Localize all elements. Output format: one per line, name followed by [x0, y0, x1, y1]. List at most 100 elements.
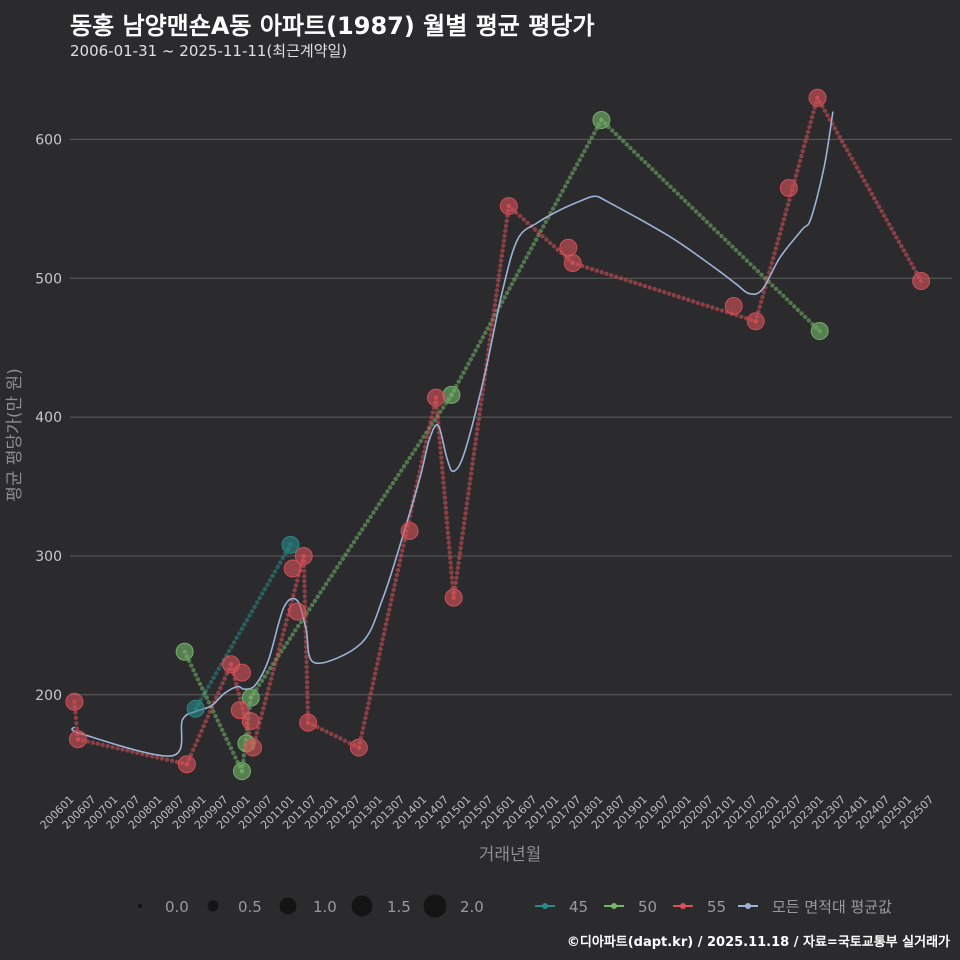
connection-dot-55 — [159, 756, 165, 761]
connection-dot-50 — [321, 586, 326, 591]
connection-dot-50 — [376, 502, 382, 507]
footer-credit: ©디아파트(dapt.kr) / 2025.11.18 / 자료=국토교통부 실… — [566, 935, 950, 950]
average-line — [71, 111, 834, 757]
connection-dot-55 — [90, 740, 95, 745]
connection-dot-50 — [792, 304, 797, 309]
connection-dot-50 — [514, 272, 519, 278]
connection-dot-55 — [428, 420, 433, 425]
point-55 — [746, 312, 765, 331]
connection-dot-50 — [668, 184, 673, 190]
connection-dot-45 — [213, 671, 219, 676]
connection-dot-55 — [466, 486, 472, 491]
connection-dot-55 — [395, 567, 401, 573]
point-55 — [724, 297, 743, 316]
connection-dot-55 — [832, 126, 837, 131]
connection-dot-50 — [562, 184, 568, 189]
chart-subtitle: 2006-01-31 ~ 2025-11-11(최근계약일) — [70, 42, 348, 60]
connection-dot-50 — [404, 459, 410, 465]
size-legend-key — [207, 900, 219, 912]
point-55 — [299, 713, 318, 732]
connection-dot-55 — [207, 709, 213, 715]
connection-dot-55 — [464, 506, 469, 511]
connection-dot-50 — [440, 405, 446, 410]
connection-dot-55 — [899, 243, 904, 249]
connection-dot-55 — [254, 730, 260, 736]
connection-dot-50 — [326, 577, 332, 583]
connection-dot-55 — [589, 266, 595, 272]
connection-dot-55 — [502, 233, 507, 239]
connection-dot-50 — [293, 628, 298, 633]
connection-dot-50 — [653, 170, 659, 175]
connection-dot-50 — [642, 159, 648, 165]
connection-dot-50 — [773, 286, 779, 292]
connection-dot-55 — [489, 322, 495, 328]
connection-dot-55 — [305, 705, 310, 710]
connection-dot-50 — [509, 281, 515, 287]
connection-dot-55 — [425, 434, 430, 440]
connection-dot-55 — [686, 297, 691, 303]
series-legend-label: 50 — [638, 898, 657, 916]
connection-dot-55 — [258, 715, 264, 721]
connection-dot-50 — [475, 343, 481, 349]
series-legend-label: 모든 면적대 평균값 — [772, 898, 892, 916]
connection-dot-50 — [458, 374, 464, 380]
connection-dot-55 — [521, 217, 527, 222]
point-55 — [230, 701, 249, 720]
connection-dot-55 — [381, 632, 387, 637]
connection-dot-50 — [191, 667, 196, 673]
connection-dot-50 — [628, 145, 633, 151]
connection-dot-55 — [383, 622, 389, 627]
connection-dot-55 — [797, 158, 803, 164]
connection-dot-50 — [733, 247, 739, 253]
connection-dot-55 — [894, 235, 899, 240]
legend: 0.0 0.5 1.0 1.5 2.0 45 50 55 모든 면적대 평균값 — [138, 894, 892, 918]
connection-dot-50 — [268, 665, 273, 671]
connection-dot-55 — [396, 563, 402, 568]
x-axis-label: 거래년월 — [479, 845, 542, 865]
connection-dot-55 — [304, 659, 309, 665]
size-legend-label: 1.0 — [313, 898, 337, 916]
gridlines — [70, 138, 952, 696]
connection-dot-55 — [835, 130, 840, 135]
point-55 — [65, 692, 84, 711]
connection-dot-45 — [206, 684, 211, 689]
connection-dot-55 — [500, 248, 505, 253]
connection-dot-45 — [260, 591, 265, 596]
connection-dot-50 — [318, 590, 323, 595]
connection-dot-50 — [335, 565, 340, 570]
connection-dot-50 — [555, 197, 561, 202]
connection-dot-55 — [525, 220, 530, 226]
connection-dot-55 — [263, 696, 269, 701]
connection-dot-45 — [234, 635, 239, 641]
connection-dot-55 — [216, 690, 221, 696]
connection-dot-45 — [280, 555, 286, 561]
connection-dot-50 — [360, 527, 365, 532]
connection-dot-45 — [257, 595, 262, 601]
point-50 — [810, 322, 829, 341]
connection-dot-55 — [430, 410, 435, 415]
connection-dot-55 — [95, 741, 100, 746]
connection-dot-50 — [584, 144, 590, 149]
connection-dot-55 — [301, 568, 307, 574]
connection-dot-55 — [876, 204, 882, 210]
connection-dot-55 — [440, 475, 446, 480]
connection-dot-50 — [671, 188, 677, 193]
connection-dot-50 — [613, 131, 619, 137]
connection-dot-50 — [650, 167, 655, 172]
connection-dot-55 — [100, 742, 105, 748]
connection-dot-50 — [456, 379, 461, 384]
connection-dot-55 — [480, 392, 485, 397]
connection-dot-55 — [884, 217, 889, 223]
connection-dot-55 — [301, 563, 307, 569]
connection-dot-50 — [298, 619, 304, 625]
connection-dot-50 — [541, 224, 546, 229]
connection-dot-50 — [752, 265, 757, 270]
connection-dot-50 — [567, 175, 573, 180]
series-legend-dot — [611, 903, 617, 909]
connection-dot-55 — [551, 244, 557, 249]
connection-dot-55 — [540, 234, 545, 239]
connection-dot-55 — [222, 676, 227, 681]
connection-dot-55 — [74, 720, 79, 726]
connection-dot-55 — [837, 134, 842, 140]
average-price-line — [71, 111, 834, 757]
